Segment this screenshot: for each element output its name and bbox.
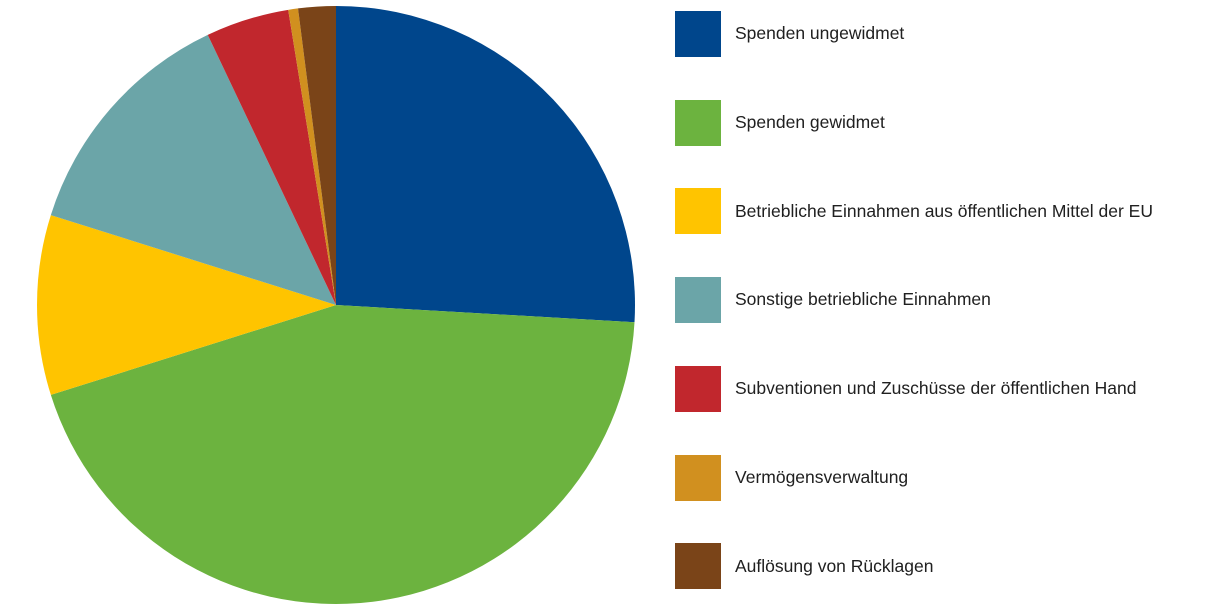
pie-slice[interactable] [298, 6, 336, 305]
legend-item-label: Spenden gewidmet [735, 112, 885, 133]
pie-slice[interactable] [50, 305, 635, 604]
pie-slice[interactable] [37, 215, 337, 395]
legend-color-swatch [675, 365, 721, 412]
pie-slice[interactable] [207, 9, 336, 305]
legend-item-label: Vermögensverwaltung [735, 466, 909, 487]
legend-color-swatch [675, 188, 721, 235]
legend-item[interactable]: Betriebliche Einnahmen aus öffentlichen … [675, 188, 1153, 235]
legend-item-label: Sonstige betriebliche Einnahmen [735, 289, 991, 310]
legend-item[interactable]: Sonstige betriebliche Einnahmen [675, 277, 991, 324]
legend-color-swatch [675, 277, 721, 324]
pie-chart-svg [37, 6, 635, 604]
legend-color-swatch [675, 454, 721, 501]
legend-item-label: Betriebliche Einnahmen aus öffentlichen … [735, 200, 1153, 221]
pie-slice[interactable] [50, 34, 337, 305]
pie-chart-plot-area [37, 6, 635, 604]
legend-item[interactable]: Subventionen und Zuschüsse der öffentlic… [675, 365, 1137, 412]
legend-item-label: Subventionen und Zuschüsse der öffentlic… [735, 378, 1137, 399]
chart-legend: Spenden ungewidmet Spenden gewidmet Betrie… [675, 0, 1225, 613]
legend-item[interactable]: Spenden gewidmet [675, 99, 885, 146]
legend-item[interactable]: Spenden ungewidmet [675, 11, 904, 57]
legend-color-swatch [675, 543, 721, 590]
legend-item[interactable]: Auflösung von Rücklagen [675, 543, 934, 590]
legend-color-swatch [675, 99, 721, 146]
legend-item[interactable]: Vermögensverwaltung [675, 454, 909, 501]
legend-item-label: Spenden ungewidmet [735, 23, 905, 44]
pie-slice-group [37, 6, 635, 604]
legend-color-swatch [675, 11, 721, 57]
pie-slice[interactable] [288, 8, 336, 305]
pie-slice[interactable] [336, 6, 635, 323]
legend-item-label: Auflösung von Rücklagen [735, 555, 934, 576]
